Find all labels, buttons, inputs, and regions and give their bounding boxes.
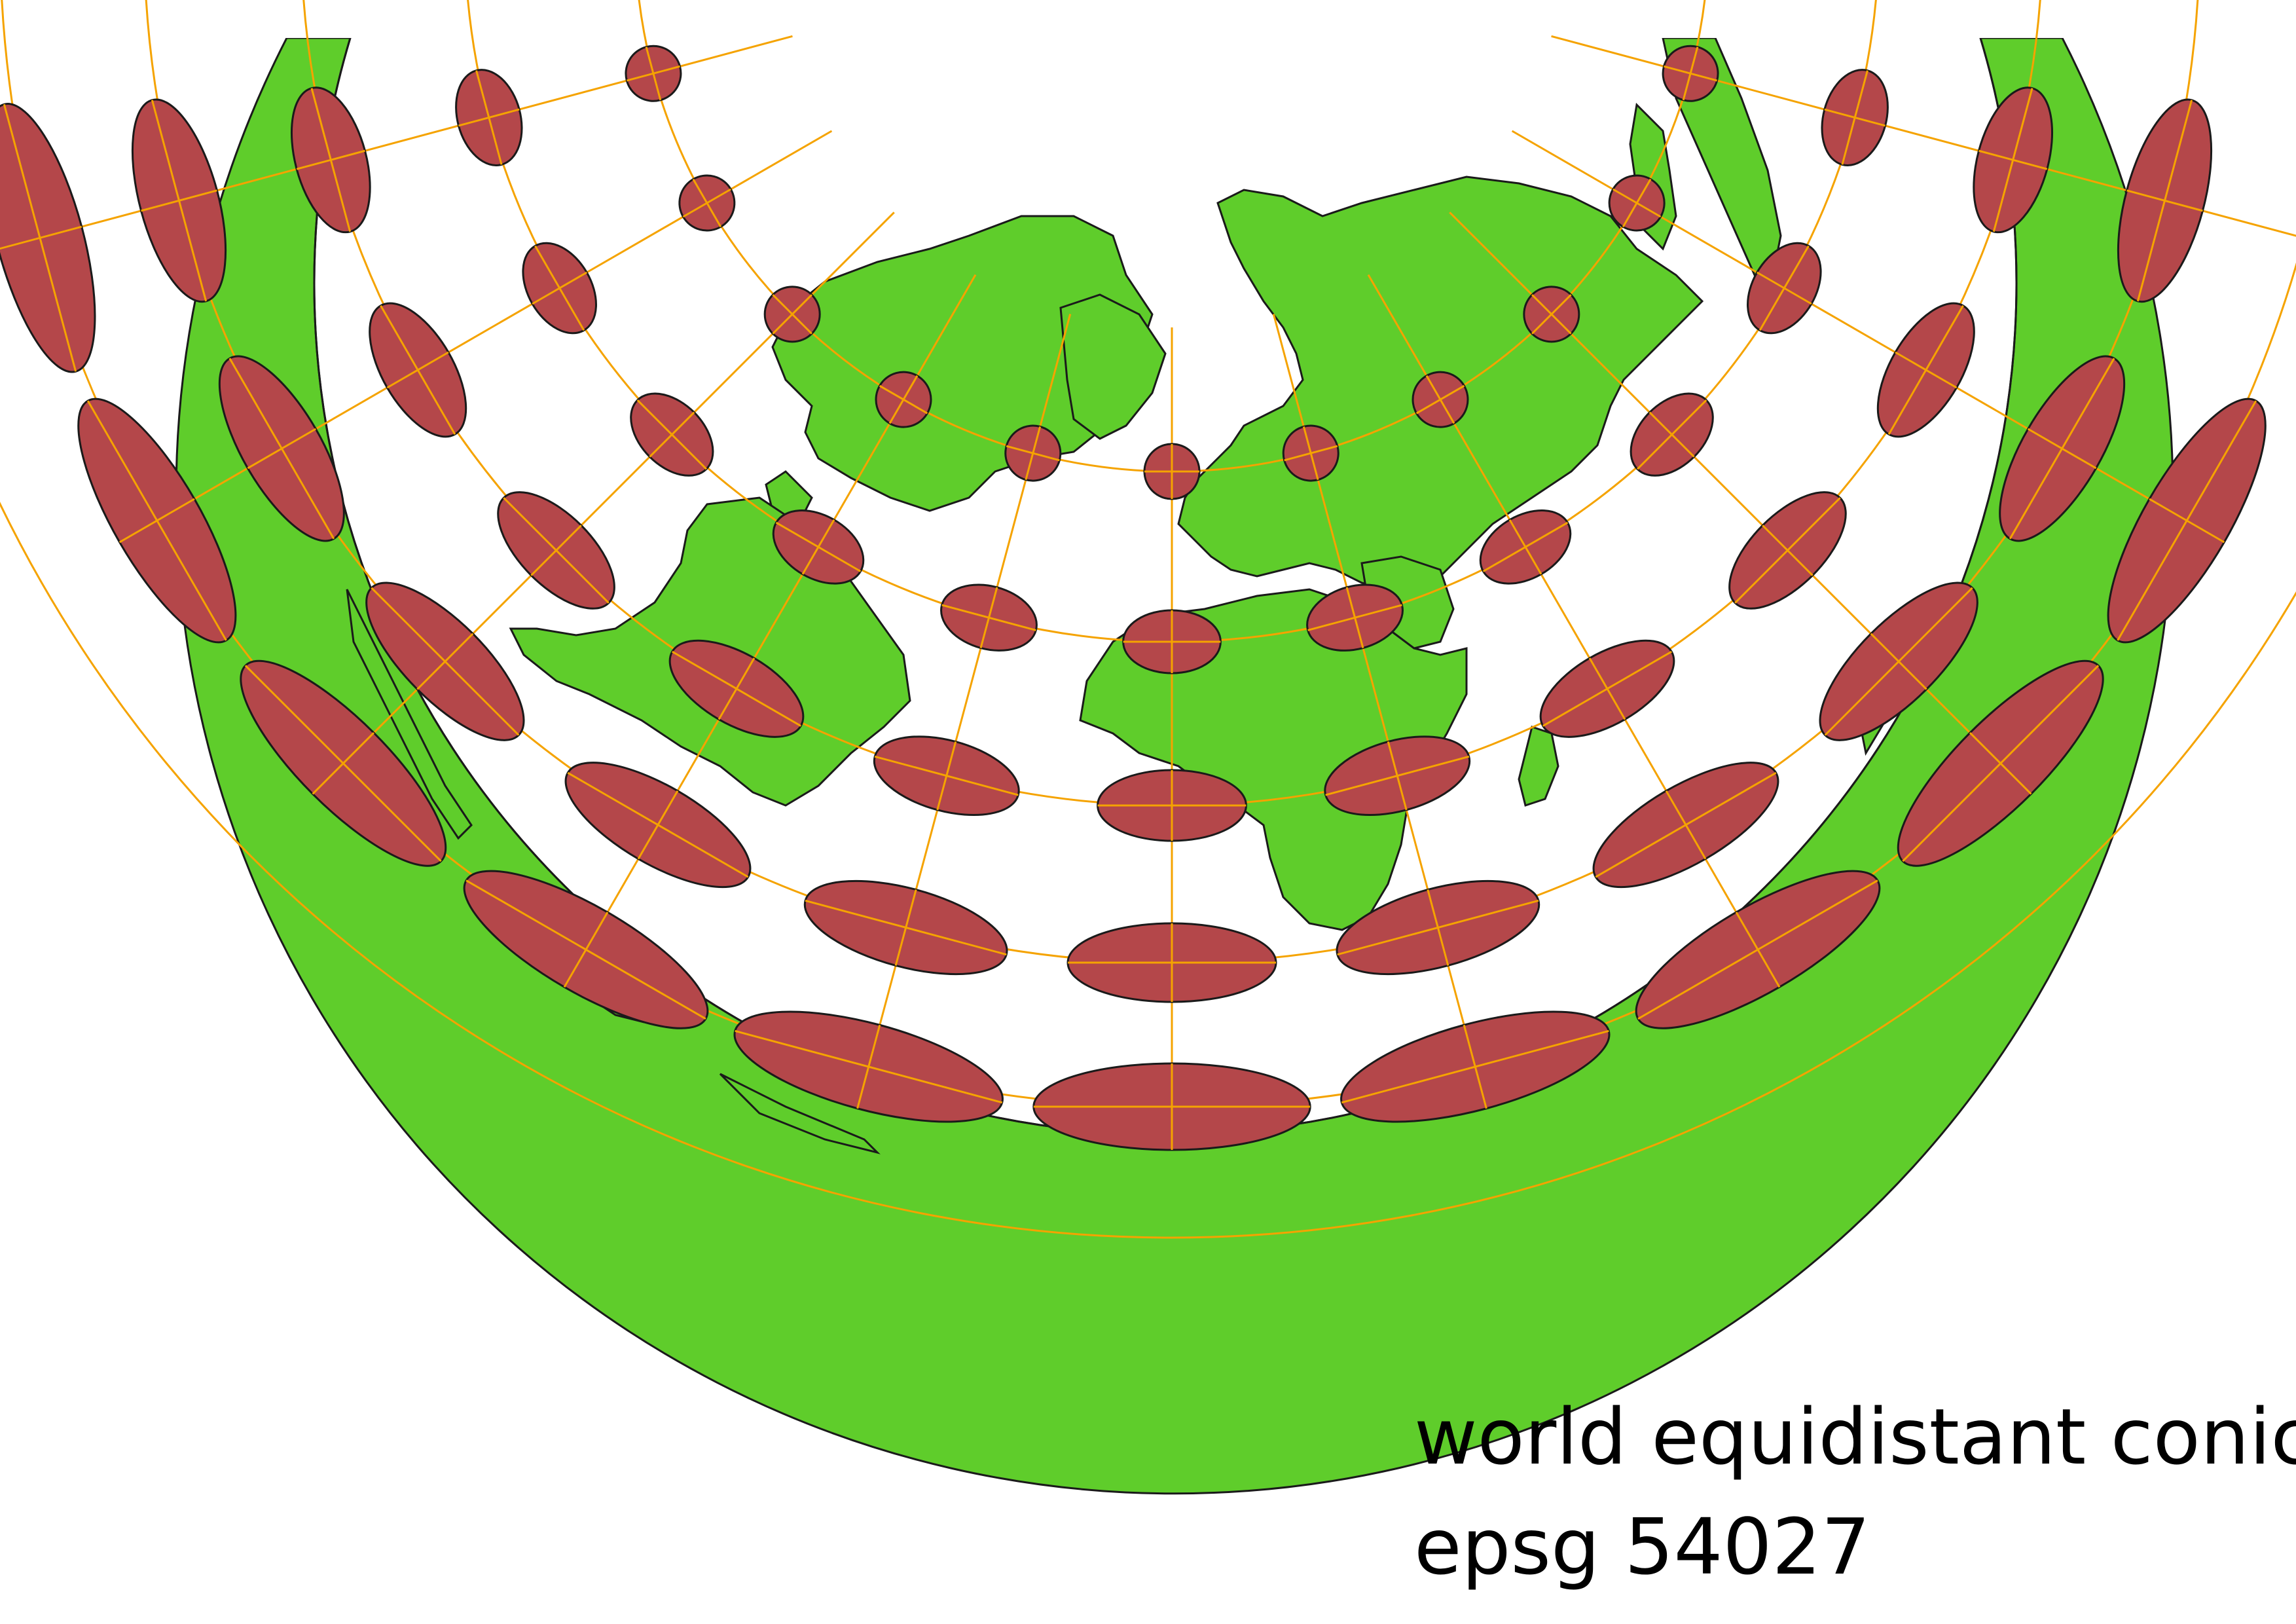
tissot-ellipse — [497, 491, 615, 610]
tissot-ellipse — [678, 174, 736, 232]
tissot-ellipse — [77, 397, 237, 644]
tissot-ellipse — [1728, 491, 1847, 610]
caption-projection-name: world equidistant conic — [1414, 1392, 2296, 1482]
tissot-ellipse — [1592, 762, 1779, 889]
tissot-ellipse — [1004, 424, 1062, 482]
landmass-greenland — [1059, 293, 1167, 440]
tissot-ellipse — [1973, 86, 2054, 234]
tissot-ellipse — [1066, 922, 1277, 1003]
caption-epsg-code: epsg 54027 — [1414, 1502, 1870, 1592]
tissot-ellipse — [763, 286, 821, 343]
tissot-ellipse — [240, 659, 447, 867]
tissot-ellipse — [1999, 355, 2126, 542]
tissot-ellipse — [873, 735, 1020, 817]
tissot-ellipse — [875, 371, 932, 428]
tissot-ellipse — [1897, 659, 2104, 867]
tissot-ellipse — [1336, 879, 1540, 976]
tissot-indicatrices — [0, 45, 2267, 1151]
tissot-ellipse — [1412, 371, 1469, 428]
tissot-ellipse — [290, 86, 371, 234]
tissot-ellipse — [365, 581, 525, 741]
tissot-ellipse — [1306, 583, 1404, 652]
tissot-ellipse — [2117, 98, 2213, 303]
tissot-ellipse — [564, 762, 752, 889]
parallel-line — [0, 500, 2296, 1238]
tissot-ellipse — [1282, 424, 1339, 482]
tissot-ellipse — [1876, 302, 1975, 438]
map-caption: world equidistant conic epsg 54027 — [1414, 1382, 2296, 1602]
landmass-madagascar — [1518, 726, 1559, 807]
tissot-ellipse — [1630, 392, 1714, 477]
tissot-ellipse — [1819, 581, 1978, 741]
tissot-ellipse — [1635, 870, 1881, 1029]
tissot-ellipse — [1143, 443, 1201, 500]
tissot-ellipse — [733, 1010, 1004, 1123]
tissot-ellipse — [1662, 45, 1719, 102]
landmass-antarctic-edge-bottom — [719, 1073, 881, 1154]
tissot-ellipse — [2107, 397, 2267, 644]
tissot-ellipse — [369, 302, 467, 438]
tissot-ellipse — [668, 639, 805, 738]
tissot-ellipse — [630, 392, 714, 477]
landmass-north-america — [771, 215, 1154, 512]
tissot-ellipse — [1479, 509, 1572, 585]
tissot-ellipse — [1097, 769, 1247, 842]
tissot-ellipse — [455, 69, 523, 166]
tissot-ellipse — [1324, 735, 1471, 817]
tissot-ellipse — [625, 45, 682, 102]
tissot-ellipse — [1608, 174, 1666, 232]
tissot-ellipse — [1747, 242, 1822, 335]
tissot-ellipse — [940, 583, 1038, 652]
tissot-ellipse — [1340, 1010, 1611, 1123]
tissot-ellipse — [0, 103, 96, 373]
tissot-ellipse — [1032, 1062, 1311, 1151]
tissot-ellipse — [803, 879, 1008, 976]
landmass-oceania-left — [346, 589, 473, 840]
tissot-ellipse — [1122, 609, 1222, 674]
tissot-ellipse — [772, 509, 865, 585]
tissot-ellipse — [522, 242, 597, 335]
tissot-ellipse — [463, 870, 709, 1029]
tissot-ellipse — [218, 355, 345, 542]
tissot-ellipse — [131, 98, 227, 303]
tissot-ellipse — [1821, 69, 1889, 166]
tissot-ellipse — [1539, 639, 1675, 738]
tissot-ellipse — [1523, 286, 1580, 343]
